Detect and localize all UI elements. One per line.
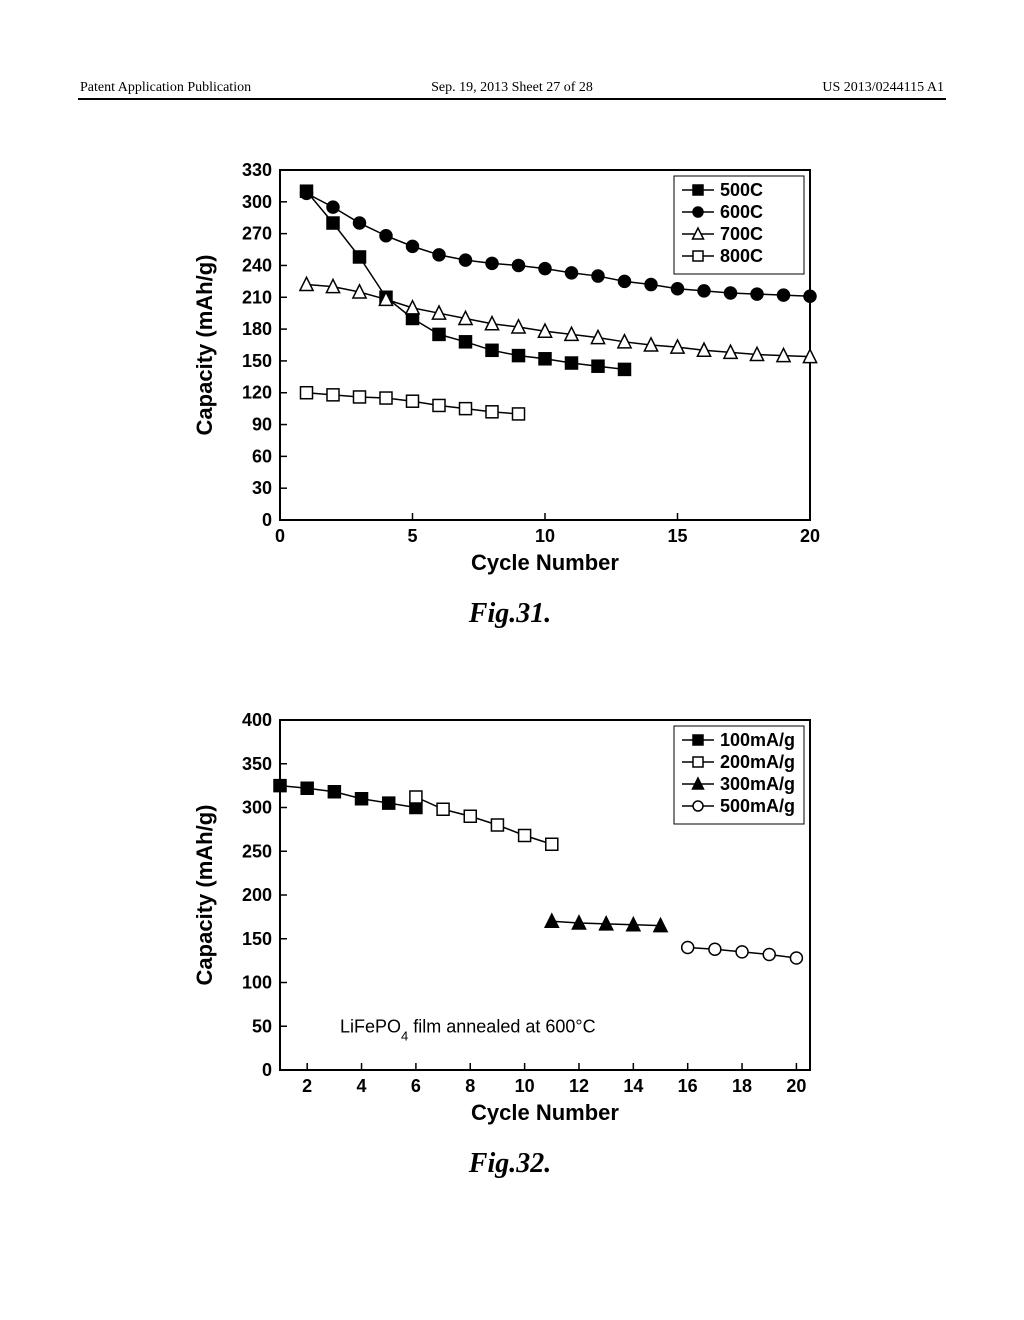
svg-text:LiFePO4 film annealed at 600°C: LiFePO4 film annealed at 600°C [340,1016,596,1043]
svg-text:10: 10 [535,526,555,546]
chart-svg: 2468101214161820050100150200250300350400… [190,700,830,1130]
svg-text:350: 350 [242,754,272,774]
svg-text:Cycle Number: Cycle Number [471,1100,619,1125]
svg-text:240: 240 [242,255,272,275]
svg-text:210: 210 [242,287,272,307]
svg-text:6: 6 [411,1076,421,1096]
svg-text:250: 250 [242,841,272,861]
figure-32-caption: Fig.32. [190,1148,830,1180]
svg-text:8: 8 [465,1076,475,1096]
svg-text:700C: 700C [720,224,763,244]
svg-text:12: 12 [569,1076,589,1096]
figure-31: 0 5 10 15 20 0 30 60 90 120 150 180 210 240 270 300 330 C… [190,150,830,580]
svg-text:150: 150 [242,351,272,371]
svg-text:300: 300 [242,192,272,212]
header-rule [78,98,946,100]
svg-text:300mA/g: 300mA/g [720,774,795,794]
svg-text:120: 120 [242,383,272,403]
svg-text:400: 400 [242,710,272,730]
svg-text:50: 50 [252,1016,272,1036]
figure-32: 2468101214161820050100150200250300350400… [190,700,830,1130]
svg-text:5: 5 [407,526,417,546]
svg-text:500C: 500C [720,180,763,200]
svg-text:Capacity (mAh/g): Capacity (mAh/g) [192,805,217,986]
svg-text:600C: 600C [720,202,763,222]
svg-text:150: 150 [242,929,272,949]
chart-svg: 0 5 10 15 20 0 30 60 90 120 150 180 210 240 270 300 330 C… [190,150,830,580]
figure-31-caption: Fig.31. [190,598,830,630]
svg-text:200: 200 [242,885,272,905]
header-left: Patent Application Publication [80,80,251,96]
svg-text:60: 60 [252,446,272,466]
svg-text:180: 180 [242,319,272,339]
svg-text:0: 0 [262,1060,272,1080]
page: Patent Application Publication Sep. 19, … [0,0,1024,1320]
svg-text:270: 270 [242,224,272,244]
svg-text:2: 2 [302,1076,312,1096]
svg-text:15: 15 [667,526,687,546]
svg-text:30: 30 [252,478,272,498]
svg-text:16: 16 [678,1076,698,1096]
svg-text:500mA/g: 500mA/g [720,796,795,816]
svg-text:Cycle Number: Cycle Number [471,550,619,575]
svg-text:300: 300 [242,798,272,818]
header-center: Sep. 19, 2013 Sheet 27 of 28 [431,80,593,96]
svg-text:330: 330 [242,160,272,180]
svg-text:0: 0 [262,510,272,530]
header-right: US 2013/0244115 A1 [822,80,944,96]
svg-text:800C: 800C [720,246,763,266]
page-header: Patent Application Publication Sep. 19, … [80,80,944,96]
svg-text:20: 20 [800,526,820,546]
svg-text:4: 4 [357,1076,367,1096]
svg-text:18: 18 [732,1076,752,1096]
svg-text:200mA/g: 200mA/g [720,752,795,772]
svg-text:10: 10 [515,1076,535,1096]
svg-text:100mA/g: 100mA/g [720,730,795,750]
svg-text:20: 20 [786,1076,806,1096]
svg-text:90: 90 [252,415,272,435]
svg-text:14: 14 [623,1076,643,1096]
svg-text:0: 0 [275,526,285,546]
svg-text:Capacity (mAh/g): Capacity (mAh/g) [192,255,217,436]
svg-text:100: 100 [242,973,272,993]
